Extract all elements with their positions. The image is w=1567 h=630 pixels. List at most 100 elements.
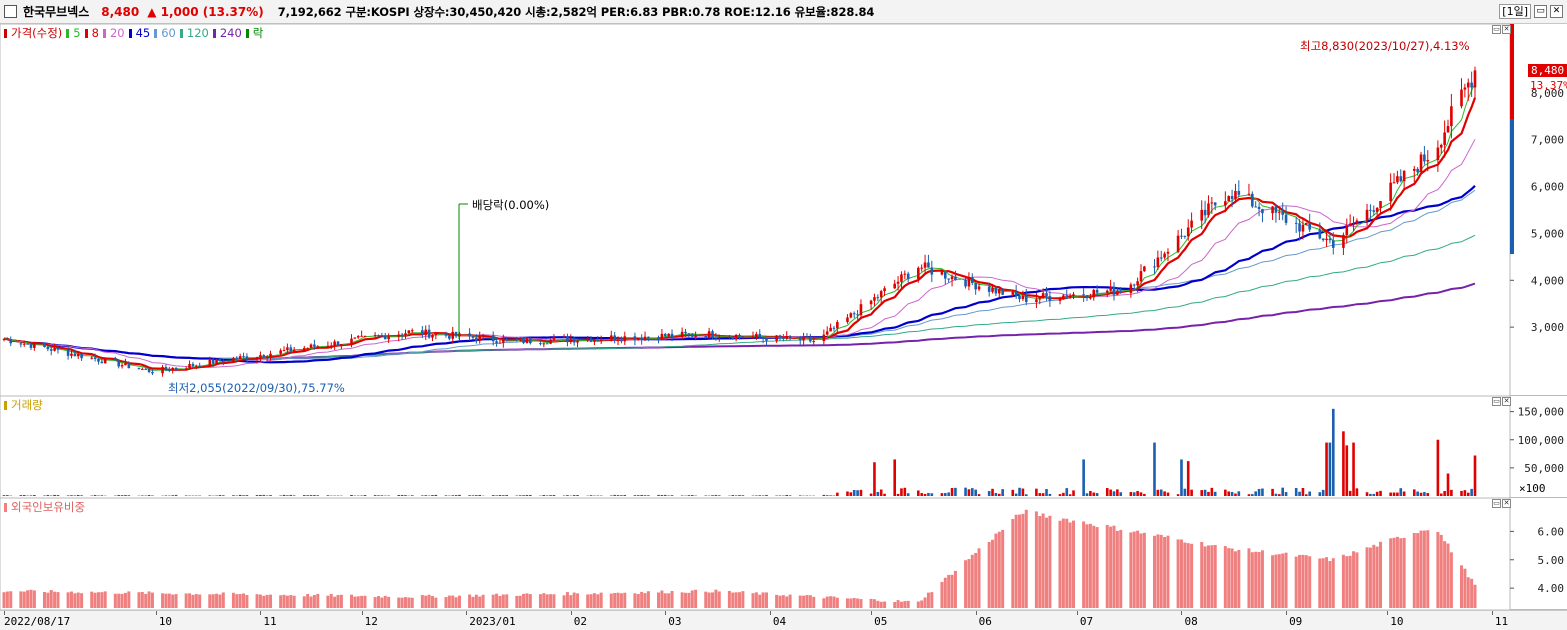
volume-panel[interactable]: 거래량 ▭ ✕ 150,000 100,000 50,000 ×100 xyxy=(0,395,1567,499)
foreign-ratio-bar xyxy=(738,592,741,608)
foreign-ratio-bar xyxy=(1233,551,1237,608)
foreign-ratio-bar xyxy=(812,596,816,608)
candle-body xyxy=(1426,160,1430,162)
panel-close-icon[interactable]: ✕ xyxy=(1502,397,1511,406)
panel-minimize-icon[interactable]: ▭ xyxy=(1492,25,1501,34)
candle-body xyxy=(805,336,809,338)
volume-bar xyxy=(1308,491,1311,496)
volume-bar xyxy=(755,495,758,496)
candle-body xyxy=(262,355,266,358)
volume-bar xyxy=(46,494,50,496)
candle-body xyxy=(1423,154,1426,162)
volume-bar xyxy=(1375,491,1379,496)
candle-body xyxy=(1234,190,1237,199)
panel-minimize-icon[interactable]: ▭ xyxy=(1492,499,1501,508)
volume-bar xyxy=(424,495,428,496)
restore-button[interactable]: ▭ xyxy=(1534,5,1547,18)
volume-bar xyxy=(647,495,650,496)
foreign-ratio-bar xyxy=(947,574,951,608)
candle-body xyxy=(812,340,816,342)
candle-body xyxy=(114,358,117,361)
foreign-ratio-bar xyxy=(100,592,104,608)
volume-bar xyxy=(1446,473,1450,496)
legend-item-1[interactable]: 5 xyxy=(66,26,81,40)
foreign-ratio-bar xyxy=(930,592,934,608)
panel-close-icon[interactable]: ✕ xyxy=(1502,499,1511,508)
panel-close-icon[interactable]: ✕ xyxy=(1502,25,1511,34)
volume-bar xyxy=(997,493,1001,496)
low-price-note: 최저2,055(2022/09/30),75.77% xyxy=(168,381,345,395)
foreign-ratio-bar xyxy=(387,596,391,608)
candle-body xyxy=(1190,220,1193,228)
foreign-ownership-panel[interactable]: 외국인보유비중 ▭ ✕ 6.00 5.00 4.00 xyxy=(0,497,1567,611)
foreign-ratio-bar xyxy=(420,595,424,608)
volume-bar xyxy=(690,495,694,496)
legend-item-3[interactable]: 20 xyxy=(102,26,125,40)
legend-item-6[interactable]: 120 xyxy=(179,26,209,40)
foreign-ratio-bar xyxy=(758,594,762,608)
foreign-ratio-bar xyxy=(1277,554,1281,608)
candle-body xyxy=(316,346,320,348)
legend-item-7[interactable]: 240 xyxy=(212,26,242,40)
volume-bar xyxy=(657,494,660,496)
panel-minimize-icon[interactable]: ▭ xyxy=(1492,397,1501,406)
volume-bar xyxy=(609,495,613,496)
foreign-ratio-bar xyxy=(167,593,171,608)
volume-bar xyxy=(269,495,272,496)
period-selector[interactable]: [1일] xyxy=(1499,4,1531,19)
foreign-ratio-bar xyxy=(670,590,674,608)
candle-body xyxy=(1082,294,1085,296)
foreign-ratio-bar xyxy=(896,600,900,608)
candle-body xyxy=(552,337,556,340)
volume-bar xyxy=(1119,492,1123,496)
foreign-ratio-bar xyxy=(1072,520,1076,608)
select-checkbox[interactable] xyxy=(4,5,17,18)
foreign-ratio-bar xyxy=(586,594,590,608)
volume-bar xyxy=(1014,493,1018,496)
foreign-ratio-bar xyxy=(498,595,502,608)
foreign-ratio-bar xyxy=(616,592,620,608)
volume-bar xyxy=(43,495,46,496)
legend-mark xyxy=(212,29,216,38)
close-button[interactable]: ✕ xyxy=(1550,5,1563,18)
candle-body xyxy=(987,286,991,292)
candle-body xyxy=(593,339,596,342)
legend-item-0[interactable]: 가격(수정) xyxy=(4,26,62,40)
volume-bar xyxy=(242,495,245,496)
candle-body xyxy=(141,368,144,370)
foreign-ratio-bar xyxy=(707,592,711,608)
volume-bar xyxy=(174,494,178,496)
legend-item-4[interactable]: 45 xyxy=(128,26,150,40)
foreign-ratio-bar xyxy=(1318,558,1322,608)
candle-body xyxy=(265,356,269,358)
legend-item-5[interactable]: 60 xyxy=(154,26,176,40)
foreign-ratio-bar xyxy=(734,592,738,608)
legend-item-2[interactable]: 8 xyxy=(84,26,99,40)
foreign-legend-mark xyxy=(4,503,7,512)
x-tick xyxy=(570,611,572,615)
foreign-ratio-bar xyxy=(609,593,613,608)
volume-plot-area xyxy=(0,395,1511,499)
candle-body xyxy=(876,297,880,299)
price-chart-panel[interactable]: 가격(수정) 5 8 20 45 60 120 240 락 ▭ ✕ 3,000 4,000 5,00… xyxy=(0,23,1567,397)
volume-bar xyxy=(410,495,414,496)
legend-item-8[interactable]: 락 xyxy=(245,26,263,40)
candle-body xyxy=(545,343,549,345)
candle-body xyxy=(164,367,168,370)
candle-body xyxy=(360,335,363,337)
candle-body xyxy=(502,338,505,343)
foreign-ratio-bar xyxy=(184,593,188,608)
candle-body xyxy=(33,342,36,348)
volume-bar xyxy=(1092,492,1096,496)
volume-bar xyxy=(431,495,434,496)
volume-bar xyxy=(1001,489,1004,496)
foreign-ratio-bar xyxy=(326,595,330,608)
candle-body xyxy=(475,337,478,341)
volume-bar xyxy=(950,487,954,496)
volume-bar xyxy=(717,495,721,496)
candle-body xyxy=(1092,289,1096,298)
candle-body xyxy=(9,339,13,344)
candle-body xyxy=(1018,295,1021,300)
volume-bar xyxy=(1439,493,1443,496)
volume-bar xyxy=(741,495,745,496)
